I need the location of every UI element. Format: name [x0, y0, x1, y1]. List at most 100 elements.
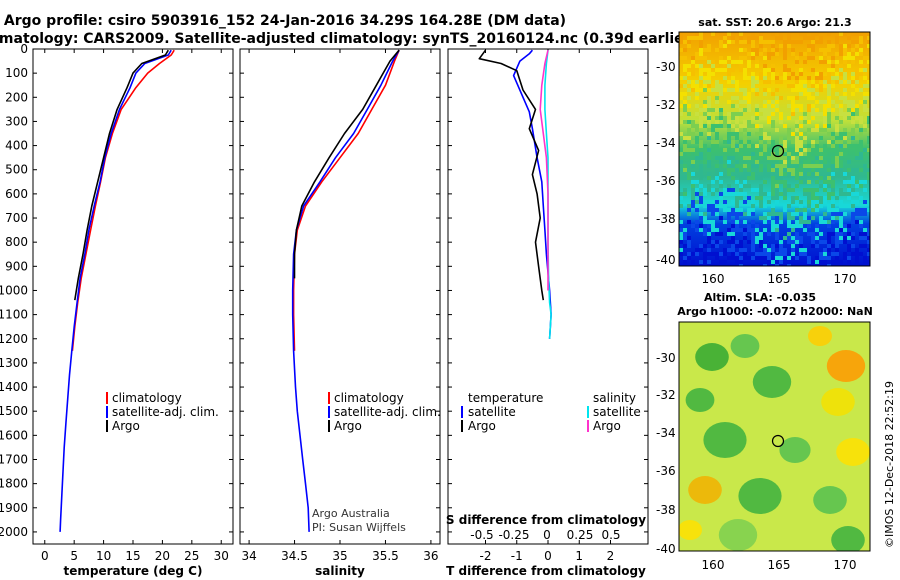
sst-ytick-label: -34 — [656, 136, 676, 150]
sst-pixel — [739, 48, 743, 52]
sst-pixel — [727, 160, 731, 164]
sst-pixel — [703, 204, 707, 208]
sst-pixel — [771, 188, 775, 192]
sst-pixel — [723, 260, 727, 264]
sst-pixel — [795, 64, 799, 68]
sst-pixel — [731, 36, 735, 40]
sst-pixel — [799, 132, 803, 136]
sst-pixel — [771, 248, 775, 252]
sst-pixel — [743, 220, 747, 224]
sst-pixel — [759, 164, 763, 168]
sst-pixel — [843, 116, 847, 120]
sst-pixel — [723, 32, 727, 36]
sla-ytick-label: -38 — [656, 503, 676, 517]
sst-pixel — [763, 88, 767, 92]
sst-pixel — [723, 68, 727, 72]
sst-pixel — [799, 172, 803, 176]
sst-pixel — [751, 116, 755, 120]
sst-pixel — [855, 184, 859, 188]
sst-pixel — [727, 212, 731, 216]
legend-temp-satellite-label: satellite — [468, 405, 516, 419]
sst-pixel — [751, 164, 755, 168]
sla-xtick-label: 165 — [768, 558, 791, 572]
sst-pixel — [763, 76, 767, 80]
x-tick-label: -1 — [511, 549, 523, 563]
sst-pixel — [715, 164, 719, 168]
sst-pixel — [847, 36, 851, 40]
sst-pixel — [843, 32, 847, 36]
sst-pixel — [819, 76, 823, 80]
sst-pixel — [867, 116, 870, 120]
sst-profile-location-marker — [771, 144, 785, 158]
sst-pixel — [691, 164, 695, 168]
sst-pixel — [823, 76, 827, 80]
sst-pixel — [843, 100, 847, 104]
sst-pixel — [747, 140, 751, 144]
sst-pixel — [731, 168, 735, 172]
sst-pixel — [679, 36, 683, 40]
sst-pixel — [831, 252, 835, 256]
sst-pixel — [683, 64, 687, 68]
sst-pixel — [771, 44, 775, 48]
sst-pixel — [843, 56, 847, 60]
sst-pixel — [683, 244, 687, 248]
sst-pixel — [843, 176, 847, 180]
sst-pixel — [811, 232, 815, 236]
sst-pixel — [823, 252, 827, 256]
sst-pixel — [827, 184, 831, 188]
sst-pixel — [771, 228, 775, 232]
sst-pixel — [783, 196, 787, 200]
sst-pixel — [823, 112, 827, 116]
sst-pixel — [795, 256, 799, 260]
sst-pixel — [799, 108, 803, 112]
sst-pixel — [743, 68, 747, 72]
sst-pixel — [715, 256, 719, 260]
sst-pixel — [803, 228, 807, 232]
sst-pixel — [715, 68, 719, 72]
sst-pixel — [815, 200, 819, 204]
sst-pixel — [695, 88, 699, 92]
sla-anomaly-blob — [836, 438, 870, 466]
sst-pixel — [727, 72, 731, 76]
sst-pixel — [771, 180, 775, 184]
sst-pixel — [759, 72, 763, 76]
sst-pixel — [859, 180, 863, 184]
sst-pixel — [827, 108, 831, 112]
sst-pixel — [799, 92, 803, 96]
sst-pixel — [831, 160, 835, 164]
sst-pixel — [727, 232, 731, 236]
sst-pixel — [775, 264, 779, 266]
sst-pixel — [743, 108, 747, 112]
sst-pixel — [779, 68, 783, 72]
sst-pixel — [763, 136, 767, 140]
sst-pixel — [711, 244, 715, 248]
sst-pixel — [767, 168, 771, 172]
sst-pixel — [751, 76, 755, 80]
sst-pixel — [703, 84, 707, 88]
sst-pixel — [815, 260, 819, 264]
sst-pixel — [727, 100, 731, 104]
sst-pixel — [731, 116, 735, 120]
sst-pixel — [831, 208, 835, 212]
sst-pixel — [695, 64, 699, 68]
sst-pixel — [679, 48, 683, 52]
sst-pixel — [731, 60, 735, 64]
sst-pixel — [779, 120, 783, 124]
sst-pixel — [759, 152, 763, 156]
sst-pixel — [815, 56, 819, 60]
sst-pixel — [763, 180, 767, 184]
sst-pixel — [715, 232, 719, 236]
sst-pixel — [859, 252, 863, 256]
sst-pixel — [751, 88, 755, 92]
sst-pixel — [795, 176, 799, 180]
salinity-argo-line — [293, 49, 400, 279]
sst-pixel — [787, 96, 791, 100]
sst-pixel — [815, 112, 819, 116]
sst-pixel — [715, 140, 719, 144]
x-tick-label: 34.5 — [281, 549, 308, 563]
sst-pixel — [855, 108, 859, 112]
sst-pixel — [695, 52, 699, 56]
sst-pixel — [827, 104, 831, 108]
sst-pixel — [779, 252, 783, 256]
sst-pixel — [795, 232, 799, 236]
